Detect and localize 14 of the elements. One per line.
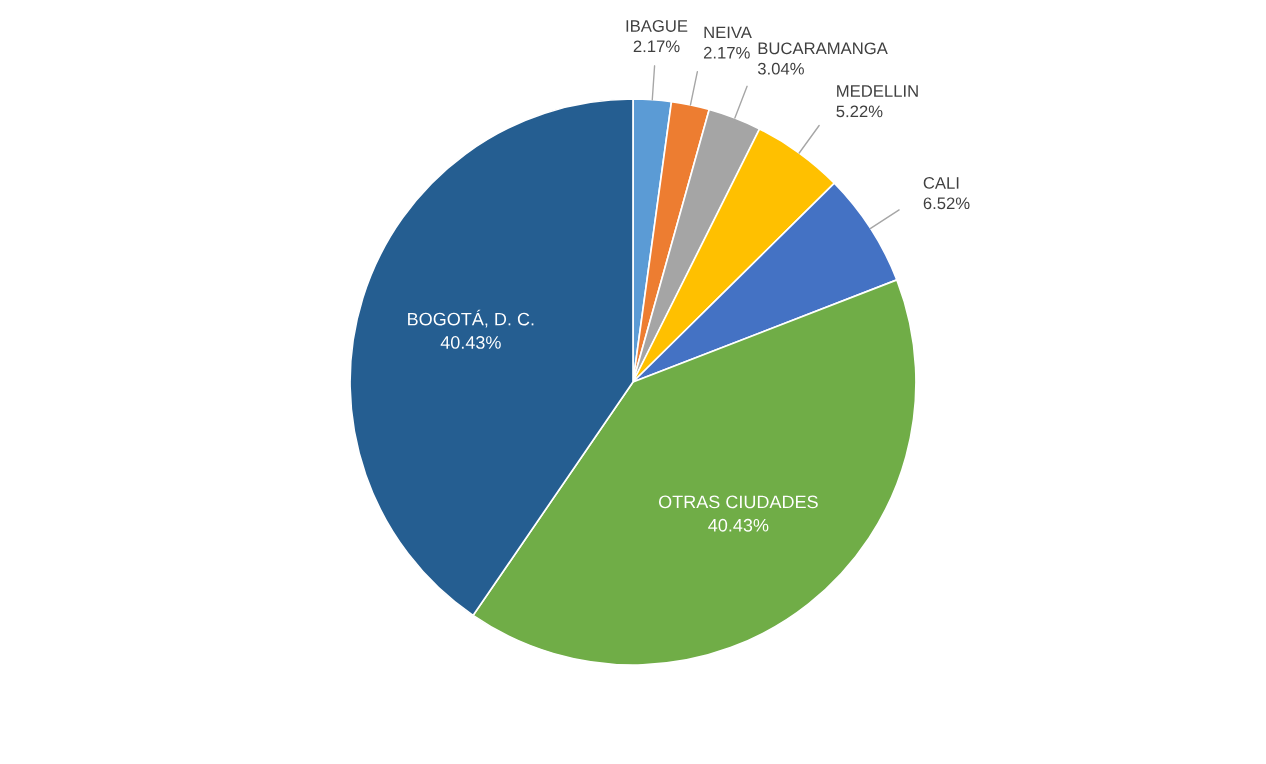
data-label: 6.52% [923, 197, 970, 210]
slice-label: OTRAS CIUDADES [658, 495, 818, 509]
data-label: 40.43% [708, 518, 769, 532]
data-label: 5.22% [836, 105, 883, 118]
slice-label: NEIVA [704, 26, 752, 39]
slice-label: BOGOTÁ, D. C. [408, 309, 534, 328]
slice-label: IBAGUE [626, 20, 688, 32]
data-label: 40.43% [440, 336, 501, 349]
slice-label: CALI [923, 177, 959, 189]
slice-label: MEDELLIN [837, 85, 918, 97]
slice-label: BUCARAMANGA [758, 42, 888, 55]
data-label: 2.17% [703, 46, 750, 59]
data-label: 2.17% [633, 40, 680, 53]
data-label: 3.04% [757, 62, 804, 75]
